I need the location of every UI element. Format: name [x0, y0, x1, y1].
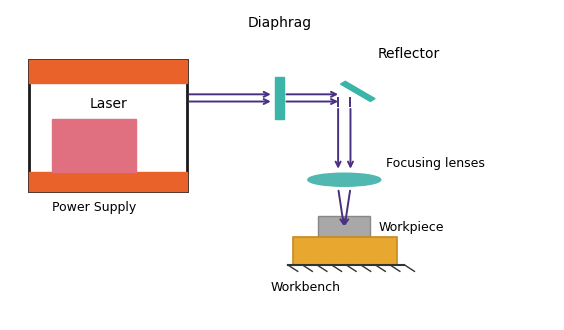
Text: Reflector: Reflector [377, 47, 440, 61]
Text: Workbench: Workbench [271, 281, 341, 294]
Bar [29, 60, 187, 191]
Text: Focusing lenses: Focusing lenses [386, 157, 484, 170]
Text: Laser: Laser [89, 97, 127, 112]
Bar [293, 237, 397, 265]
Bar [275, 77, 284, 119]
Bar [319, 216, 370, 237]
Bar [52, 119, 136, 172]
Polygon shape [341, 81, 375, 101]
Bar [29, 172, 187, 191]
Text: Workpiece: Workpiece [378, 221, 444, 234]
Text: Diaphrag: Diaphrag [247, 16, 311, 30]
Text: Power Supply: Power Supply [52, 201, 136, 214]
Ellipse shape [308, 173, 381, 186]
Bar [29, 60, 187, 83]
